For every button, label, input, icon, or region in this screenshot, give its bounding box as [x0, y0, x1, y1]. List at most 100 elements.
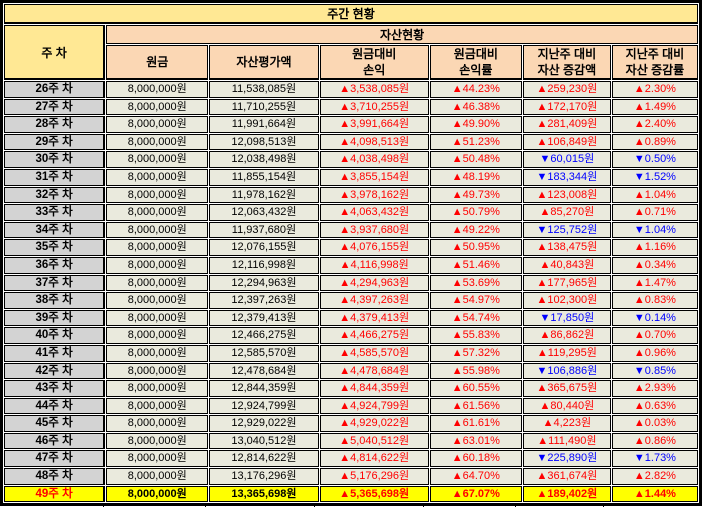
cell-profit-loss[interactable]: ▲3,855,154원 — [319, 168, 429, 186]
cell-wow-change-rate[interactable]: ▲0.83% — [611, 292, 698, 309]
col-header-valuation[interactable]: 자산평가액 — [209, 45, 319, 80]
cell-profit-loss-rate[interactable]: ▲54.74% — [429, 309, 522, 327]
cell-valuation[interactable]: 12,063,432원 — [209, 204, 319, 221]
cell-principal[interactable]: 8,000,000원 — [106, 221, 209, 239]
cell-valuation[interactable]: 12,814,622원 — [209, 450, 319, 468]
cell-week[interactable]: 26주 차 — [4, 81, 106, 98]
cell-week[interactable]: 41주 차 — [4, 344, 106, 362]
cell-week[interactable]: 28주 차 — [4, 116, 106, 133]
cell-profit-loss-rate[interactable]: ▲64.70% — [429, 468, 522, 485]
cell-valuation[interactable]: 12,038,498원 — [209, 151, 319, 168]
cell-profit-loss[interactable]: ▲3,710,255원 — [319, 98, 429, 116]
cell-principal[interactable]: 8,000,000원 — [106, 485, 209, 503]
cell-valuation[interactable]: 12,924,799원 — [209, 397, 319, 415]
cell-principal[interactable]: 8,000,000원 — [106, 186, 209, 204]
cell-wow-change-rate[interactable]: ▲0.89% — [611, 133, 698, 151]
cell-wow-change-rate[interactable]: ▲1.16% — [611, 239, 698, 256]
col-header-week[interactable]: 주 차 — [4, 25, 106, 80]
cell-profit-loss[interactable]: ▲4,379,413원 — [319, 309, 429, 327]
cell-principal[interactable]: 8,000,000원 — [106, 239, 209, 256]
col-header-principal[interactable]: 원금 — [106, 45, 209, 80]
cell-principal[interactable]: 8,000,000원 — [106, 168, 209, 186]
cell-valuation[interactable]: 12,466,275원 — [209, 327, 319, 344]
cell-week[interactable]: 43주 차 — [4, 380, 106, 397]
cell-principal[interactable]: 8,000,000원 — [106, 133, 209, 151]
cell-wow-change-rate[interactable]: ▲0.96% — [611, 344, 698, 362]
cell-wow-change-rate[interactable]: ▲2.93% — [611, 380, 698, 397]
cell-wow-change-rate[interactable]: ▼1.04% — [611, 221, 698, 239]
col-header-profit-loss[interactable]: 원금대비 손익 — [319, 45, 429, 80]
cell-principal[interactable]: 8,000,000원 — [106, 292, 209, 309]
cell-wow-change[interactable]: ▲281,409원 — [522, 116, 611, 133]
cell-valuation[interactable]: 13,176,296원 — [209, 468, 319, 485]
cell-profit-loss[interactable]: ▲5,040,512원 — [319, 432, 429, 450]
cell-principal[interactable]: 8,000,000원 — [106, 204, 209, 221]
cell-wow-change[interactable]: ▲80,440원 — [522, 397, 611, 415]
cell-principal[interactable]: 8,000,000원 — [106, 256, 209, 274]
cell-profit-loss-rate[interactable]: ▲63.01% — [429, 432, 522, 450]
cell-valuation[interactable]: 12,585,570원 — [209, 344, 319, 362]
cell-principal[interactable]: 8,000,000원 — [106, 450, 209, 468]
cell-wow-change[interactable]: ▲138,475원 — [522, 239, 611, 256]
cell-week[interactable]: 30주 차 — [4, 151, 106, 168]
cell-week[interactable]: 42주 차 — [4, 362, 106, 380]
cell-wow-change-rate[interactable]: ▲2.82% — [611, 468, 698, 485]
cell-wow-change[interactable]: ▼183,344원 — [522, 168, 611, 186]
cell-principal[interactable]: 8,000,000원 — [106, 362, 209, 380]
cell-wow-change-rate[interactable]: ▲0.71% — [611, 204, 698, 221]
cell-week[interactable]: 49주 차 — [4, 485, 106, 503]
cell-wow-change[interactable]: ▲119,295원 — [522, 344, 611, 362]
cell-profit-loss-rate[interactable]: ▲51.23% — [429, 133, 522, 151]
cell-valuation[interactable]: 13,040,512원 — [209, 432, 319, 450]
cell-week[interactable]: 32주 차 — [4, 186, 106, 204]
cell-profit-loss[interactable]: ▲3,991,664원 — [319, 116, 429, 133]
cell-profit-loss-rate[interactable]: ▲60.55% — [429, 380, 522, 397]
cell-wow-change-rate[interactable]: ▼0.14% — [611, 309, 698, 327]
cell-valuation[interactable]: 12,397,263원 — [209, 292, 319, 309]
cell-week[interactable]: 35주 차 — [4, 239, 106, 256]
cell-principal[interactable]: 8,000,000원 — [106, 81, 209, 98]
cell-week[interactable]: 31주 차 — [4, 168, 106, 186]
cell-wow-change-rate[interactable]: ▲1.04% — [611, 186, 698, 204]
cell-wow-change[interactable]: ▼17,850원 — [522, 309, 611, 327]
cell-profit-loss[interactable]: ▲4,076,155원 — [319, 239, 429, 256]
cell-wow-change-rate[interactable]: ▲1.44% — [611, 485, 698, 503]
cell-valuation[interactable]: 12,478,684원 — [209, 362, 319, 380]
cell-wow-change-rate[interactable]: ▲0.34% — [611, 256, 698, 274]
cell-wow-change[interactable]: ▲40,843원 — [522, 256, 611, 274]
col-header-wow-change-rate[interactable]: 지난주 대비 자산 증감률 — [611, 45, 698, 80]
cell-profit-loss-rate[interactable]: ▲50.95% — [429, 239, 522, 256]
cell-valuation[interactable]: 12,116,998원 — [209, 256, 319, 274]
cell-profit-loss-rate[interactable]: ▲50.48% — [429, 151, 522, 168]
col-header-profit-loss-rate[interactable]: 원금대비 손익률 — [429, 45, 522, 80]
cell-profit-loss[interactable]: ▲4,098,513원 — [319, 133, 429, 151]
cell-week[interactable]: 29주 차 — [4, 133, 106, 151]
cell-week[interactable]: 37주 차 — [4, 274, 106, 292]
cell-profit-loss-rate[interactable]: ▲61.56% — [429, 397, 522, 415]
cell-profit-loss-rate[interactable]: ▲61.61% — [429, 415, 522, 432]
cell-profit-loss[interactable]: ▲4,585,570원 — [319, 344, 429, 362]
cell-wow-change-rate[interactable]: ▼1.73% — [611, 450, 698, 468]
cell-profit-loss[interactable]: ▲3,978,162원 — [319, 186, 429, 204]
cell-profit-loss[interactable]: ▲3,538,085원 — [319, 81, 429, 98]
cell-wow-change-rate[interactable]: ▼0.85% — [611, 362, 698, 380]
cell-valuation[interactable]: 11,991,664원 — [209, 116, 319, 133]
cell-profit-loss-rate[interactable]: ▲44.23% — [429, 81, 522, 98]
cell-week[interactable]: 45주 차 — [4, 415, 106, 432]
cell-principal[interactable]: 8,000,000원 — [106, 116, 209, 133]
cell-valuation[interactable]: 11,978,162원 — [209, 186, 319, 204]
col-group-asset-status[interactable]: 자산현황 — [106, 25, 698, 44]
cell-principal[interactable]: 8,000,000원 — [106, 151, 209, 168]
cell-profit-loss-rate[interactable]: ▲46.38% — [429, 98, 522, 116]
cell-profit-loss[interactable]: ▲5,365,698원 — [319, 485, 429, 503]
cell-week[interactable]: 40주 차 — [4, 327, 106, 344]
cell-profit-loss[interactable]: ▲3,937,680원 — [319, 221, 429, 239]
cell-valuation[interactable]: 11,538,085원 — [209, 81, 319, 98]
cell-week[interactable]: 36주 차 — [4, 256, 106, 274]
cell-valuation[interactable]: 11,710,255원 — [209, 98, 319, 116]
cell-principal[interactable]: 8,000,000원 — [106, 468, 209, 485]
cell-valuation[interactable]: 12,076,155원 — [209, 239, 319, 256]
cell-valuation[interactable]: 12,844,359원 — [209, 380, 319, 397]
cell-week[interactable]: 44주 차 — [4, 397, 106, 415]
cell-wow-change[interactable]: ▲123,008원 — [522, 186, 611, 204]
